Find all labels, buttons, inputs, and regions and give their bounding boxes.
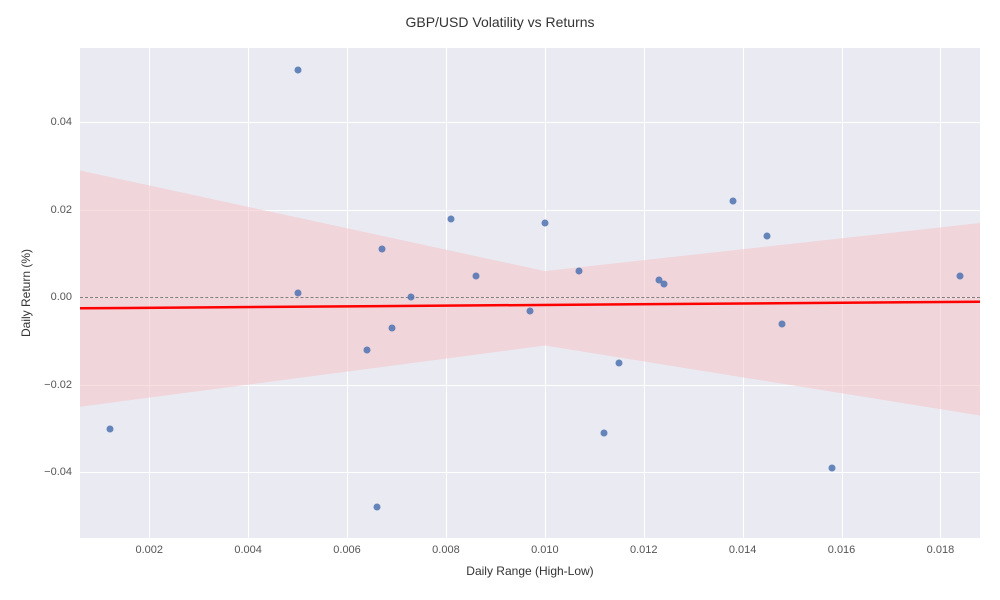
scatter-point xyxy=(472,272,479,279)
scatter-point xyxy=(576,268,583,275)
scatter-point xyxy=(294,66,301,73)
scatter-point xyxy=(764,233,771,240)
y-tick-label: −0.02 xyxy=(44,379,72,391)
x-tick-label: 0.002 xyxy=(135,544,163,556)
scatter-point xyxy=(373,504,380,511)
chart-title: GBP/USD Volatility vs Returns xyxy=(0,0,1000,30)
scatter-point xyxy=(388,325,395,332)
x-tick-label: 0.014 xyxy=(729,544,757,556)
x-tick-label: 0.018 xyxy=(927,544,955,556)
scatter-point xyxy=(957,272,964,279)
scatter-point xyxy=(447,215,454,222)
x-tick-label: 0.010 xyxy=(531,544,559,556)
scatter-point xyxy=(527,307,534,314)
scatter-point xyxy=(378,246,385,253)
scatter-point xyxy=(363,346,370,353)
plot-area xyxy=(80,48,980,538)
x-tick-label: 0.016 xyxy=(828,544,856,556)
chart-container: GBP/USD Volatility vs Returns 0.002 0.004… xyxy=(0,0,1000,600)
trend-line xyxy=(80,48,980,538)
scatter-point xyxy=(779,320,786,327)
y-axis-label: Daily Return (%) xyxy=(16,48,36,538)
scatter-point xyxy=(294,290,301,297)
y-tick-label: −0.04 xyxy=(44,466,72,478)
y-tick-label: 0.00 xyxy=(51,291,72,303)
scatter-point xyxy=(660,281,667,288)
scatter-point xyxy=(729,198,736,205)
x-tick-label: 0.008 xyxy=(432,544,460,556)
scatter-point xyxy=(616,360,623,367)
scatter-point xyxy=(601,430,608,437)
x-tick-label: 0.012 xyxy=(630,544,658,556)
y-tick-label: 0.04 xyxy=(51,116,72,128)
scatter-point xyxy=(541,220,548,227)
scatter-point xyxy=(106,425,113,432)
scatter-point xyxy=(408,294,415,301)
scatter-point xyxy=(828,465,835,472)
x-tick-label: 0.006 xyxy=(333,544,361,556)
x-axis-label: Daily Range (High-Low) xyxy=(80,564,980,578)
y-tick-label: 0.02 xyxy=(51,204,72,216)
x-tick-label: 0.004 xyxy=(234,544,262,556)
